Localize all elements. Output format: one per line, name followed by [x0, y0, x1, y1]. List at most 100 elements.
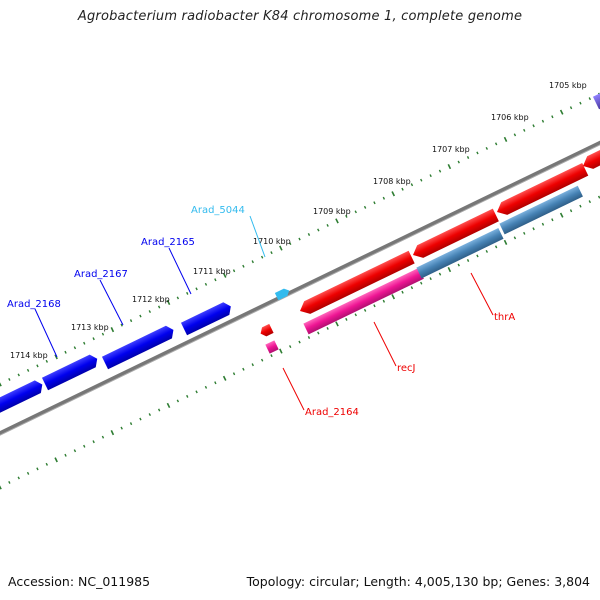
scale-tick: [429, 174, 432, 178]
scale-label-1713: 1713 kbp: [71, 323, 109, 332]
scale-tick: [0, 485, 2, 490]
scale-tick: [466, 156, 470, 159]
gene-thra-bar[interactable]: [416, 227, 504, 279]
scale-tick: [92, 337, 95, 341]
scale-tick: [307, 336, 311, 339]
scale-tick: [485, 249, 489, 253]
scale-tick: [279, 348, 283, 354]
label-thra[interactable]: thrA: [494, 312, 515, 323]
scale-tick: [8, 480, 11, 484]
scale-tick: [232, 372, 236, 376]
scale-tick: [503, 239, 508, 245]
scale-tick: [457, 263, 460, 267]
scale-label-1712: 1712 kbp: [132, 295, 170, 304]
scale-tick: [382, 299, 386, 303]
scale-tick: [317, 228, 320, 232]
label-arad-2167[interactable]: Arad_2167: [74, 269, 128, 280]
scale-tick: [523, 231, 526, 235]
gene-purple-arrow[interactable]: [592, 87, 600, 110]
scale-tick: [73, 346, 77, 350]
scale-tick: [176, 399, 180, 403]
leader-arad-2168: [34, 308, 58, 358]
scale-tick: [420, 281, 423, 285]
scale-tick: [401, 187, 404, 191]
gene-arad-2165-arrow[interactable]: [180, 300, 234, 336]
scale-tick: [110, 327, 115, 333]
scale-tick: [214, 381, 217, 385]
scale-tick: [270, 354, 273, 358]
scale-tick: [326, 223, 329, 227]
genome-title: Agrobacterium radiobacter K84 chromosome…: [77, 9, 523, 24]
scale-tick: [17, 373, 20, 377]
scale-tick: [64, 453, 67, 457]
scale-tick: [0, 382, 2, 387]
label-arad-5044[interactable]: Arad_5044: [191, 205, 245, 216]
scale-tick: [166, 402, 171, 409]
scale-tick: [559, 109, 564, 115]
scale-tick: [410, 183, 414, 187]
gene-arad-2168-arrow[interactable]: [0, 378, 45, 429]
gene-arad-2166-arrow[interactable]: [101, 324, 177, 370]
scale-label-1709: 1709 kbp: [313, 207, 351, 216]
scale-tick: [551, 115, 554, 119]
accession-text: Accession: NC_011985: [8, 574, 151, 589]
scale-tick: [588, 97, 592, 101]
scale-tick: [288, 345, 292, 349]
scale-tick: [83, 341, 86, 345]
label-arad-2168[interactable]: Arad_2168: [7, 299, 61, 310]
scale-tick: [363, 308, 367, 312]
label-recj[interactable]: recJ: [397, 363, 416, 374]
scale-tick: [523, 128, 526, 132]
scale-label-1714: 1714 kbp: [10, 351, 48, 360]
gene-red-2-arrow[interactable]: [410, 208, 499, 262]
scale-tick: [214, 278, 217, 282]
scale-tick: [401, 290, 404, 294]
scale-tick: [204, 282, 208, 286]
gene-red-4-arrow[interactable]: [580, 142, 600, 172]
scale-tick: [429, 277, 432, 281]
scale-tick: [579, 101, 582, 105]
scale-tick: [447, 163, 452, 170]
label-arad-2164[interactable]: Arad_2164: [305, 407, 359, 418]
scale-tick: [36, 467, 39, 471]
gene-steel-2-bar[interactable]: [499, 185, 583, 235]
gene-red-3-arrow[interactable]: [494, 163, 589, 218]
scale-tick: [345, 214, 348, 218]
scale-tick: [476, 151, 479, 155]
scale-tick: [354, 313, 357, 317]
scale-label-1707: 1707 kbp: [432, 145, 470, 154]
scale-label-1710: 1710 kbp: [253, 237, 291, 246]
gene-recj-bar[interactable]: [303, 267, 424, 335]
scale-tick: [45, 462, 49, 466]
scale-tick: [186, 394, 189, 398]
chromosome-backbone: [0, 140, 600, 436]
scale-tick: [438, 169, 442, 173]
scale-tick: [101, 332, 105, 336]
scale-tick: [466, 259, 470, 262]
scale-tick: [260, 358, 264, 362]
gene-arad-2164-arrow[interactable]: [258, 323, 274, 338]
gene-arad-2164-rna[interactable]: [265, 340, 279, 354]
gene-labels: Arad_5044 Arad_2165 Arad_2167 Arad_2168 …: [7, 205, 515, 418]
scale-label-1711: 1711 kbp: [193, 267, 231, 276]
leader-arad-2164: [282, 367, 305, 411]
scale-ticks-outer: [0, 92, 600, 387]
leader-arad-2165: [168, 247, 192, 295]
scale-tick: [569, 209, 573, 213]
scale-tick: [326, 326, 329, 330]
scale-tick: [157, 408, 161, 412]
scale-tick: [26, 368, 30, 372]
label-arad-2165[interactable]: Arad_2165: [141, 237, 195, 248]
scale-tick: [195, 287, 198, 291]
gene-arad-2167-arrow[interactable]: [41, 352, 100, 391]
scale-tick: [260, 255, 264, 259]
scale-tick: [541, 222, 545, 226]
gene-red-1-arrow[interactable]: [297, 250, 415, 318]
scale-tick: [279, 245, 283, 251]
scale-labels: 1705 kbp 1706 kbp 1707 kbp 1708 kbp 1709…: [10, 81, 587, 360]
gene-arad-5044-arrow[interactable]: [274, 287, 291, 301]
scale-tick: [494, 142, 498, 146]
scale-tick: [391, 191, 396, 197]
scale-tick: [8, 377, 11, 381]
leader-recj: [373, 321, 397, 367]
